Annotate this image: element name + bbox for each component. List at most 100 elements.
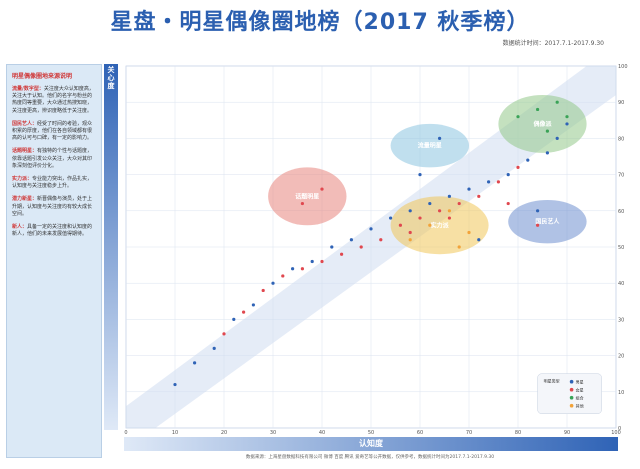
sidebar-item-text: 关注度大众认知度高，关注大于认知。他们的名字与粉丝的热度同等重要，大众通过热搜知…: [12, 86, 94, 114]
x-tick-label: 90: [564, 430, 570, 436]
data-point: [428, 201, 432, 206]
data-point: [300, 267, 304, 271]
data-point: [330, 245, 334, 249]
y-tick-label: 90: [618, 100, 624, 106]
data-point: [536, 223, 540, 227]
y-tick-label: 50: [618, 245, 624, 251]
data-point: [506, 173, 510, 177]
sidebar-title: 明星偶像圈地来源说明: [12, 73, 73, 80]
data-point: [320, 259, 324, 264]
data-point: [555, 136, 559, 140]
data-point: [565, 115, 569, 119]
group-label: 国民艺人: [535, 218, 560, 226]
sidebar-item-term: 话题明星：: [12, 148, 38, 155]
data-point: [447, 209, 451, 213]
data-point: [359, 245, 363, 249]
sidebar-item-term: 新人：: [12, 224, 28, 231]
x-tick-label: 30: [270, 430, 276, 436]
data-point: [418, 173, 422, 177]
y-tick-label: 80: [618, 136, 624, 142]
data-point: [506, 201, 510, 206]
legend-marker: [569, 403, 574, 408]
sidebar-item-text: 专业能力突出，作品扎实，认知度与关注度稳步上升。: [12, 176, 93, 190]
group-label: 流量明星: [418, 142, 442, 150]
group-label: 话题明星: [295, 192, 319, 200]
sidebar-item-text: 经受了时间的考验，观众积累的厚度，他们在各自领域都有很高的认可与口碑，有一定的影…: [12, 120, 93, 142]
x-tick-label: 80: [515, 430, 521, 436]
data-point: [173, 382, 177, 387]
data-point: [261, 288, 265, 293]
legend-title: 明星类型: [544, 378, 560, 384]
legend-sidebar: 明星偶像圈地来源说明 流量/数字型：关注度大众认知度高，关注大于认知。他们的名字…: [6, 64, 102, 458]
y-tick-label: 30: [618, 317, 624, 323]
sidebar-item-term: 国民艺人：: [12, 120, 38, 127]
group-label: 偶像派: [533, 120, 552, 128]
data-point: [438, 136, 442, 140]
legend-marker: [569, 379, 574, 384]
sidebar-item: 新人：具备一定的关注度和认知度的新人，他们的未来发展值得期待。: [12, 224, 96, 238]
legend-marker: [569, 387, 574, 392]
x-tick-label: 0: [124, 430, 127, 436]
data-point: [232, 317, 236, 321]
legend-item: 女星: [576, 387, 584, 393]
data-point: [545, 129, 550, 133]
data-point: [467, 187, 471, 191]
x-axis-label: 认知度: [359, 439, 383, 448]
data-point: [212, 346, 216, 350]
data-point: [447, 194, 451, 198]
data-point: [516, 115, 520, 119]
chart-title: 星盘・明星偶像圈地榜（2017 秋季榜）: [110, 10, 530, 35]
y-tick-label: 100: [618, 64, 628, 70]
data-point: [300, 201, 304, 206]
sidebar-item-term: 潜力新星：: [12, 196, 38, 203]
data-point: [389, 216, 393, 220]
data-point: [291, 267, 295, 271]
data-point: [477, 238, 481, 242]
group-region: [390, 123, 469, 168]
y-axis-band: [104, 64, 118, 430]
data-point: [369, 227, 373, 231]
sidebar-item: 潜力新星：新晋偶像与演员，处于上升期，认知度与关注度均有较大成长空间。: [12, 196, 96, 218]
data-point: [447, 216, 451, 220]
sidebar-item: 话题明星：有独特的个性与话题度，依靠话题引发公众关注，大众对其印象深刻但评价分化…: [12, 148, 96, 170]
data-point: [516, 165, 520, 169]
group-region: [390, 196, 489, 255]
data-point: [271, 281, 275, 285]
y-tick-label: 60: [618, 209, 624, 215]
data-point: [428, 223, 432, 227]
legend-item: 男星: [576, 379, 584, 385]
trend-band: [126, 66, 616, 428]
y-tick-label: 0: [618, 426, 621, 432]
sidebar-item-term: 流量/数字型：: [12, 86, 44, 92]
data-point: [281, 274, 285, 278]
group-region: [498, 94, 587, 153]
data-point: [242, 310, 246, 314]
data-point: [536, 209, 540, 213]
x-axis-band: [124, 437, 618, 451]
y-axis-label: 关心度: [107, 66, 115, 90]
legend-box: [537, 373, 602, 414]
data-point: [477, 194, 481, 198]
legend-item: 其他: [576, 403, 584, 409]
legend-item: 组合: [576, 395, 584, 401]
data-point: [320, 187, 324, 191]
sidebar-item: 实力派：专业能力突出，作品扎实，认知度与关注度稳步上升。: [12, 176, 96, 190]
x-tick-label: 20: [221, 430, 227, 436]
x-tick-label: 70: [466, 430, 472, 436]
data-point: [418, 216, 422, 220]
legend-marker: [569, 395, 574, 400]
data-source-footer: 数据来源：上海星盘数据科技有限公司 微博 百度 腾讯 爱奇艺等公开数据，仅供参考…: [245, 455, 495, 460]
y-tick-label: 20: [618, 354, 624, 360]
x-tick-label: 10: [172, 430, 178, 436]
data-point: [496, 180, 500, 184]
data-point: [457, 245, 461, 249]
group-label: 实力派: [431, 221, 450, 229]
y-tick-label: 10: [618, 390, 624, 396]
x-tick-label: 40: [319, 430, 325, 436]
sidebar-item-text: 具备一定的关注度和认知度的新人，他们的未来发展值得期待。: [12, 224, 93, 238]
data-point: [222, 332, 226, 336]
x-tick-label: 60: [417, 430, 423, 436]
data-point: [408, 230, 412, 235]
data-point: [379, 238, 383, 242]
